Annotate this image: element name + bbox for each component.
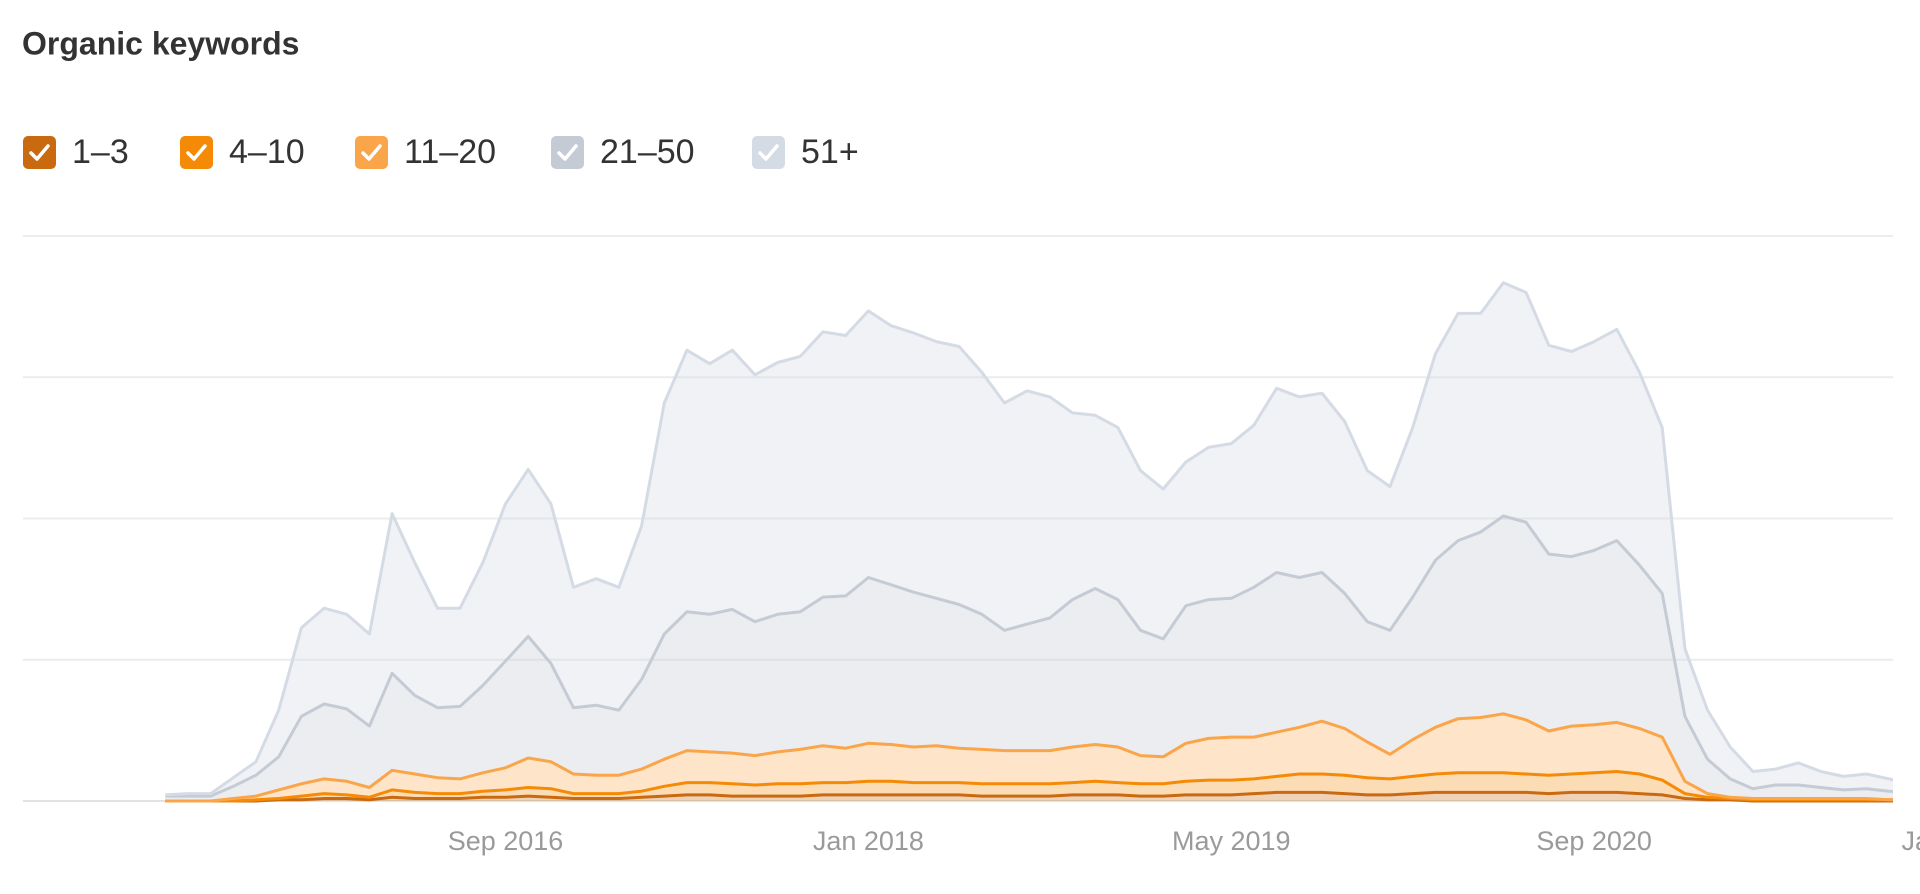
check-icon	[557, 144, 578, 161]
legend-checkbox[interactable]	[23, 136, 56, 169]
legend-checkbox[interactable]	[355, 136, 388, 169]
area	[165, 282, 1893, 797]
series-line	[165, 514, 1893, 798]
x-tick-label: Sep 2016	[448, 826, 564, 856]
plot-area	[165, 281, 1893, 803]
x-tick-label: Sep 2020	[1536, 826, 1652, 856]
chart-title: Organic keywords	[22, 25, 299, 61]
legend-label[interactable]: 1–3	[72, 133, 129, 171]
x-tick-label: May 2019	[1172, 826, 1291, 856]
legend-checkbox[interactable]	[180, 136, 213, 169]
x-axis: Sep 2016 Jan 2018 May 2019 Sep 2020 Jan 2022	[448, 826, 1920, 856]
series-line	[165, 281, 1893, 797]
series-line	[165, 790, 1893, 803]
x-tick-label: Jan 2018	[813, 826, 924, 856]
series-line	[165, 770, 1893, 803]
area	[165, 713, 1893, 801]
legend-label[interactable]: 51+	[801, 133, 859, 171]
area	[165, 516, 1893, 801]
legend: 1–3 4–10 11–20 21–50 51+	[23, 133, 859, 171]
x-tick-label: Jan 2022	[1901, 826, 1920, 856]
legend-label[interactable]: 11–20	[404, 133, 496, 171]
check-icon	[29, 144, 50, 161]
grid	[23, 235, 1893, 802]
legend-label[interactable]: 21–50	[600, 133, 695, 171]
check-icon	[186, 144, 207, 161]
series-line	[165, 712, 1893, 803]
legend-label[interactable]: 4–10	[229, 133, 305, 171]
legend-checkbox[interactable]	[752, 136, 785, 169]
legend-checkbox[interactable]	[551, 136, 584, 169]
check-icon	[361, 144, 382, 161]
check-icon	[758, 144, 779, 161]
